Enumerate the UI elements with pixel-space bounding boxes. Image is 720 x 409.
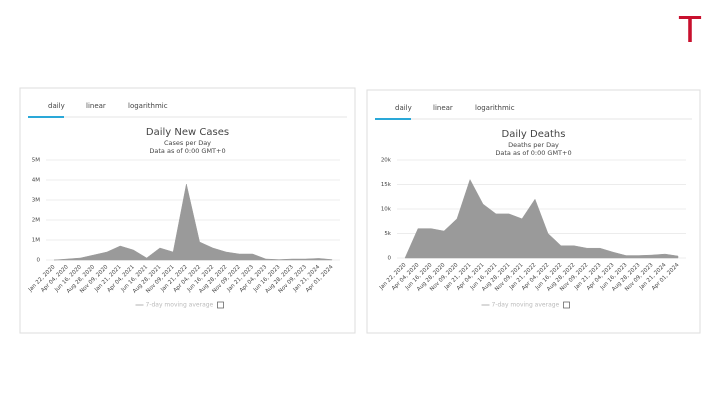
- chart-subtitle: Deaths per Day: [508, 141, 559, 149]
- area: [404, 178, 679, 259]
- y-tick-label: 20k: [381, 158, 392, 164]
- y-tick-label: 5M: [32, 158, 40, 164]
- y-tick-label: 2M: [32, 218, 40, 224]
- area: [53, 183, 333, 261]
- y-tick-label: 1M: [32, 238, 40, 244]
- chart-note: Data as of 0:00 GMT+0: [149, 147, 225, 155]
- y-tick-label: 3M: [32, 198, 40, 204]
- tab[interactable]: daily: [395, 104, 412, 112]
- legend-label[interactable]: 7-day moving average: [146, 302, 214, 309]
- logo: T: [678, 10, 702, 51]
- y-tick-label: 0: [37, 258, 41, 264]
- chart-subtitle: Cases per Day: [164, 139, 211, 147]
- y-tick-label: 5k: [384, 231, 391, 237]
- chart-title: Daily New Cases: [146, 127, 229, 138]
- y-tick-label: 0: [388, 256, 392, 262]
- tab[interactable]: daily: [48, 102, 65, 110]
- tab[interactable]: logarithmic: [475, 104, 515, 112]
- tab[interactable]: logarithmic: [128, 102, 168, 110]
- legend-toggle[interactable]: [563, 301, 570, 309]
- legend-toggle[interactable]: [217, 301, 224, 309]
- tab[interactable]: linear: [86, 102, 106, 110]
- y-tick-label: 15k: [381, 182, 392, 188]
- legend-label[interactable]: 7-day moving average: [492, 302, 560, 309]
- tab[interactable]: linear: [433, 104, 453, 112]
- y-tick-label: 4M: [32, 178, 40, 184]
- chart-note: Data as of 0:00 GMT+0: [495, 149, 571, 157]
- chart-title: Daily Deaths: [502, 129, 566, 140]
- y-tick-label: 10k: [381, 207, 392, 213]
